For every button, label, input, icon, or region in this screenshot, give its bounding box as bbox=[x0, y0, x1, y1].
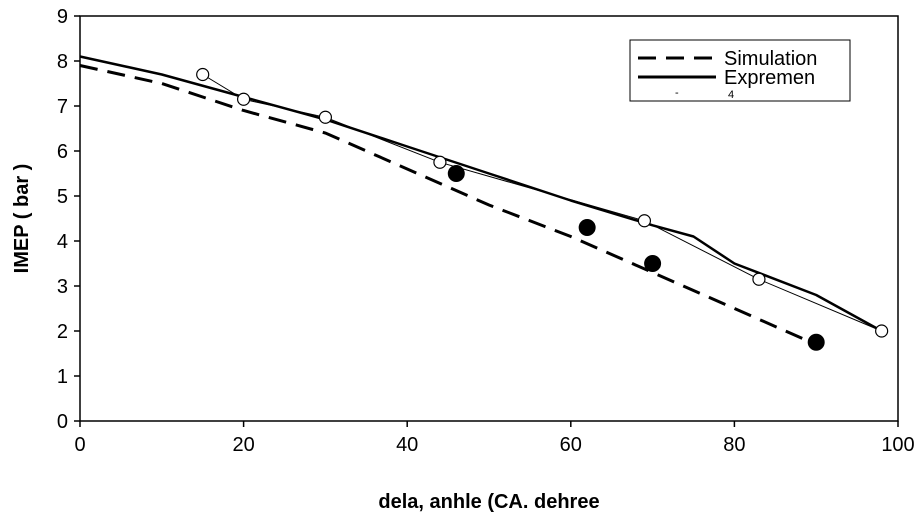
x-tick-label: 20 bbox=[232, 434, 254, 456]
open-marker-point bbox=[637, 214, 652, 228]
x-tick-label: 100 bbox=[881, 434, 914, 456]
open-marker-point bbox=[318, 110, 332, 124]
legend-artifact-mark: 4 bbox=[728, 89, 734, 101]
y-tick-label: 7 bbox=[57, 96, 68, 118]
x-axis-title: dela, anhle (CA. dehree bbox=[378, 491, 599, 513]
y-tick-label: 8 bbox=[57, 51, 68, 73]
filled-marker-point bbox=[644, 255, 662, 272]
legend-box bbox=[629, 39, 851, 102]
open-marker-point bbox=[752, 272, 766, 286]
axes bbox=[79, 15, 899, 422]
y-axis-title: IMEP ( bar ) bbox=[11, 164, 33, 274]
legend: Simulation Expremen - 4 bbox=[629, 39, 851, 102]
connector-line-open-markers bbox=[202, 74, 882, 332]
legend-label-simulation: Simulation bbox=[724, 48, 817, 70]
filled-marker-point bbox=[807, 333, 825, 351]
x-tick-label: 80 bbox=[723, 434, 745, 456]
y-tick-label: 6 bbox=[57, 141, 68, 163]
x-tick-label: 0 bbox=[74, 434, 85, 456]
y-tick-label: 0 bbox=[57, 411, 68, 433]
x-tick-label: 40 bbox=[396, 434, 418, 456]
filled-marker-point bbox=[578, 219, 596, 236]
series-line-simulation bbox=[79, 64, 817, 346]
open-marker-point bbox=[237, 92, 251, 106]
plot-area-frame bbox=[79, 15, 899, 422]
plot-series bbox=[79, 55, 889, 351]
legend-label-experiment: Expremen bbox=[724, 67, 815, 89]
series-line-experiment bbox=[79, 55, 883, 333]
open-marker-point bbox=[433, 155, 447, 169]
y-tick-label: 5 bbox=[57, 186, 68, 208]
y-tick-label: 1 bbox=[57, 366, 68, 388]
open-marker-point bbox=[875, 324, 889, 338]
y-tick-label: 3 bbox=[57, 276, 68, 298]
y-tick-label: 9 bbox=[57, 6, 68, 28]
axis-ticks: 0 20 40 60 80 100 0 1 2 3 4 5 6 7 8 9 bbox=[57, 6, 915, 456]
filled-marker-point bbox=[447, 165, 465, 182]
y-tick-label: 4 bbox=[57, 231, 68, 253]
y-tick-label: 2 bbox=[57, 321, 68, 343]
open-marker-point bbox=[196, 67, 210, 82]
x-tick-label: 60 bbox=[560, 434, 582, 456]
legend-artifact-mark: - bbox=[675, 87, 679, 99]
